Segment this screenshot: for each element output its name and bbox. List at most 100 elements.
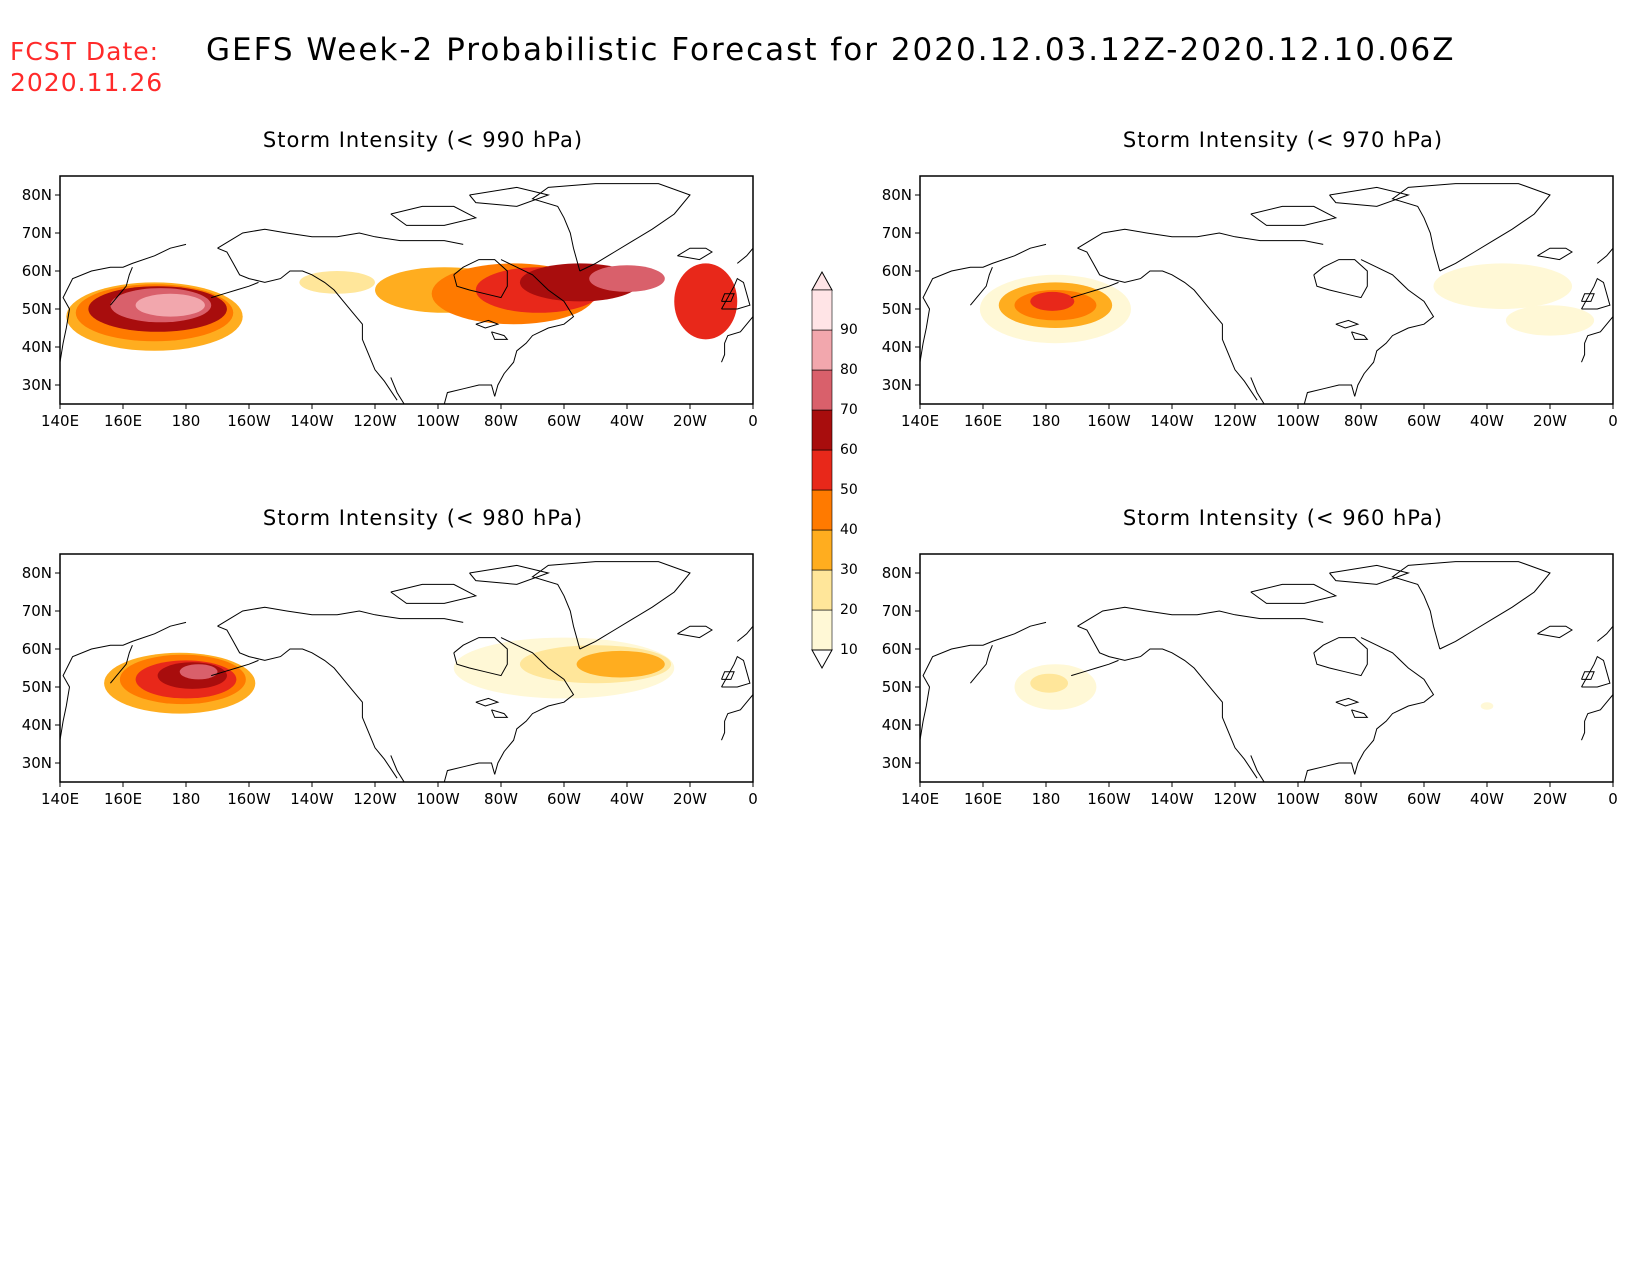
coastline: [1537, 247, 1573, 261]
plot-frame: [919, 175, 1614, 405]
coastline: [1391, 561, 1551, 650]
coastline: [453, 259, 508, 299]
coastline: [211, 659, 259, 677]
coastline: [1391, 183, 1551, 272]
coastline: [1354, 259, 1435, 397]
coastline: [677, 247, 713, 261]
panel-title: Storm Intensity (< 960 hPa): [1122, 506, 1444, 530]
lon-tick-label: 80W: [484, 412, 518, 426]
plot-frame: [59, 553, 754, 783]
lon-tick-label: 100W: [416, 412, 460, 426]
coastline: [217, 606, 464, 627]
lon-tick-label: 160E: [964, 790, 1002, 804]
coastline: [1354, 637, 1435, 775]
coastline: [1581, 671, 1595, 680]
map-plot: 80N 70N 60N 50N 40N 30N 140E 160E 180 160W 140W 120…: [0, 544, 760, 804]
coastline: [1335, 319, 1360, 329]
coastline: [217, 228, 464, 249]
coastline: [1077, 625, 1258, 779]
lon-tick-label: 140W: [1150, 790, 1194, 804]
lat-tick-label: 30N: [882, 376, 912, 394]
lon-tick-label: 0: [1608, 412, 1618, 426]
lat-tick-label: 30N: [22, 754, 52, 772]
map-plot: 80N 70N 60N 50N 40N 30N 140E 160E 180 160W 140W 120…: [860, 166, 1620, 426]
lat-tick-label: 50N: [882, 300, 912, 318]
map-svg: 80N 70N 60N 50N 40N 30N 140E 160E 180 160W 140W 120…: [22, 175, 758, 426]
coastline: [1250, 755, 1265, 782]
page-title: GEFS Week-2 Probabilistic Forecast for 2…: [206, 32, 1456, 68]
lat-tick-label: 60N: [882, 262, 912, 280]
coastline: [1077, 606, 1324, 627]
coastline: [390, 377, 405, 404]
lon-tick-label: 80W: [484, 790, 518, 804]
coastline: [491, 709, 509, 718]
lon-tick-label: 180: [1032, 790, 1061, 804]
legend-label: 90: [840, 322, 858, 338]
map-svg: 80N 70N 60N 50N 40N 30N 140E 160E 180 160W 140W 120…: [882, 553, 1618, 804]
lon-tick-label: 40W: [610, 412, 644, 426]
lat-tick-label: 70N: [882, 602, 912, 620]
coastline: [1077, 247, 1258, 401]
coastline: [217, 625, 398, 779]
coastline: [390, 583, 478, 604]
lat-tick-label: 80N: [882, 564, 912, 582]
lon-tick-label: 140E: [41, 412, 79, 426]
coastline: [494, 637, 575, 775]
lon-tick-label: 180: [1032, 412, 1061, 426]
probability-blob: [1030, 291, 1075, 311]
coastline: [443, 384, 496, 404]
legend-cap: [811, 270, 833, 291]
coastline: [1537, 625, 1573, 639]
probability-blob: [589, 265, 665, 292]
legend-label: 80: [840, 362, 858, 378]
panel-title: Storm Intensity (< 970 hPa): [1122, 128, 1444, 152]
lon-tick-label: 20W: [673, 790, 707, 804]
coastline: [1071, 281, 1119, 299]
coastline: [721, 694, 753, 741]
legend-label: 40: [840, 522, 858, 538]
lat-tick-label: 50N: [22, 300, 52, 318]
lat-tick-label: 50N: [882, 678, 912, 696]
lat-tick-label: 50N: [22, 678, 52, 696]
lon-tick-label: 120W: [1213, 412, 1257, 426]
coastline: [217, 247, 398, 401]
coastline: [1329, 186, 1411, 207]
legend-label: 70: [840, 402, 858, 418]
map-plot: 80N 70N 60N 50N 40N 30N 140E 160E 180 160W 140W 120…: [860, 544, 1620, 804]
coastline: [736, 247, 753, 264]
coastline: [721, 671, 735, 680]
coastline: [390, 205, 478, 226]
lat-tick-label: 60N: [22, 640, 52, 658]
lat-tick-label: 40N: [882, 338, 912, 356]
lon-tick-label: 180: [172, 412, 201, 426]
coastline: [1071, 659, 1119, 677]
coastline: [1581, 694, 1613, 741]
panel-970: Storm Intensity (< 970 hPa) 80N 70N 60N 50N…: [860, 128, 1650, 448]
coastline: [970, 267, 993, 306]
probability-blob: [1480, 702, 1494, 710]
panel-960: Storm Intensity (< 960 hPa) 80N 70N 60N 50N…: [860, 506, 1650, 826]
coastline: [1250, 377, 1265, 404]
coastline: [920, 243, 1047, 363]
lon-tick-label: 60W: [547, 790, 581, 804]
lon-tick-label: 100W: [1276, 412, 1320, 426]
coastline: [390, 755, 405, 782]
coastline: [1351, 709, 1369, 718]
coastline: [1351, 331, 1369, 340]
legend-swatch: [811, 329, 833, 371]
lat-tick-label: 30N: [882, 754, 912, 772]
lon-tick-label: 140W: [290, 412, 334, 426]
fcst-date-label: FCST Date:: [10, 37, 160, 66]
lon-tick-label: 80W: [1344, 412, 1378, 426]
lon-tick-label: 160E: [104, 790, 142, 804]
coastline: [475, 697, 500, 707]
color-legend: 10 20 30 40 50 60 70 80 90: [808, 270, 878, 694]
legend-swatch: [811, 529, 833, 571]
map-plot: 80N 70N 60N 50N 40N 30N 140E 160E 180 160W 140W 120…: [0, 166, 760, 426]
coastline: [110, 267, 133, 306]
coastline: [1581, 316, 1613, 363]
lon-tick-label: 120W: [1213, 790, 1257, 804]
coastline: [1581, 293, 1595, 302]
coastline: [469, 186, 551, 207]
lon-tick-label: 140W: [1150, 412, 1194, 426]
